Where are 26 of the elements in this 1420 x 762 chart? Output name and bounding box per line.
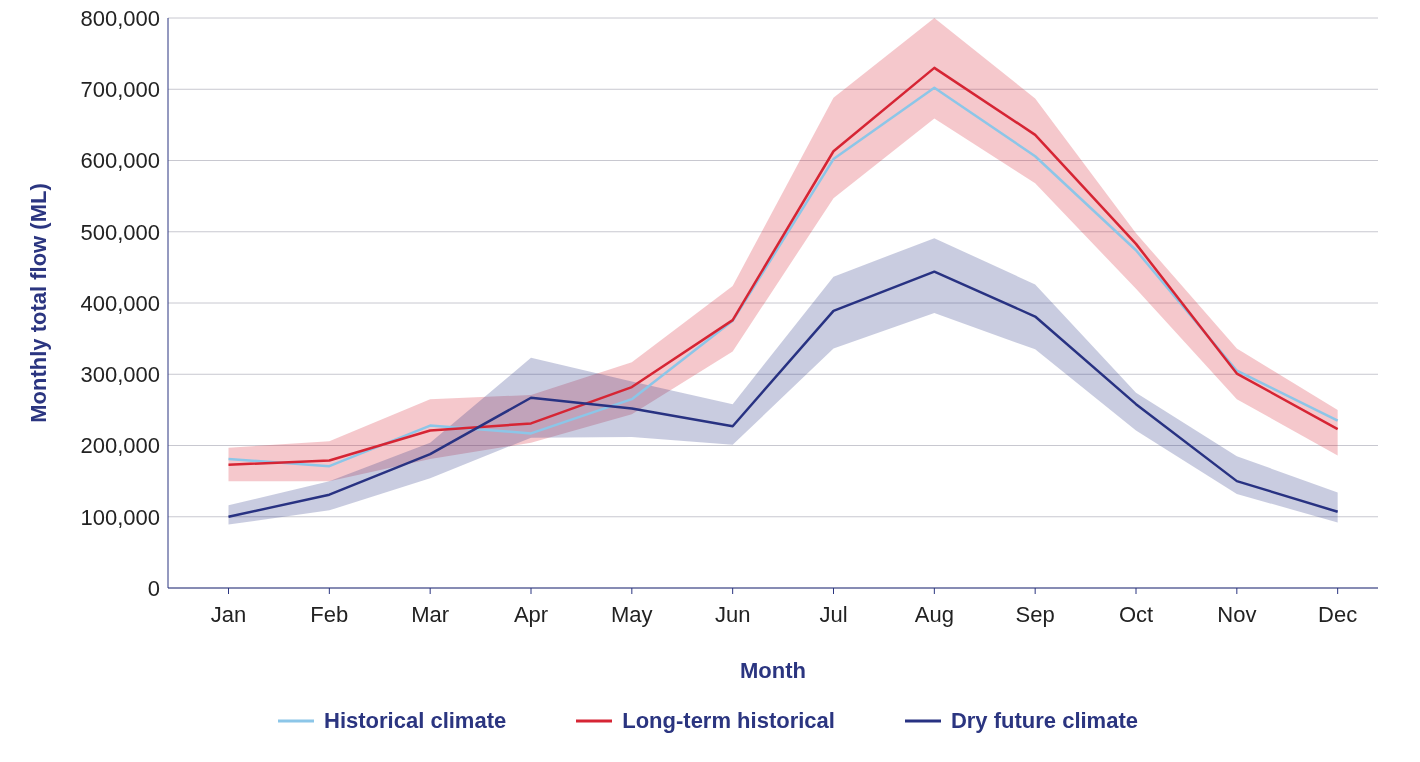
legend-label: Dry future climate bbox=[950, 708, 1138, 734]
legend-label: Long-term historical bbox=[622, 708, 835, 734]
x-tick-label: Jul bbox=[819, 601, 848, 627]
y-axis-title: Monthly total flow (ML) bbox=[25, 183, 51, 423]
y-tick-label: 200,000 bbox=[80, 433, 160, 459]
x-tick-label: Jan bbox=[210, 601, 247, 627]
y-tick-label: 400,000 bbox=[80, 290, 160, 316]
y-tick-label: 100,000 bbox=[80, 504, 160, 530]
x-tick-label: Oct bbox=[1118, 601, 1154, 627]
x-tick-label: Aug bbox=[914, 601, 954, 627]
legend-label: Historical climate bbox=[324, 708, 507, 734]
x-tick-label: Apr bbox=[513, 601, 549, 627]
x-axis-title: Month bbox=[740, 658, 806, 683]
y-tick-label: 700,000 bbox=[80, 77, 160, 103]
x-tick-label: Mar bbox=[411, 601, 450, 627]
x-tick-label: Jun bbox=[714, 601, 751, 627]
y-tick-label: 0 bbox=[147, 575, 160, 601]
y-tick-label: 600,000 bbox=[80, 148, 160, 174]
x-tick-label: Feb bbox=[310, 601, 349, 627]
y-tick-label: 800,000 bbox=[80, 5, 160, 31]
x-tick-label: Sep bbox=[1015, 601, 1055, 627]
x-tick-label: Dec bbox=[1318, 601, 1358, 627]
y-tick-label: 500,000 bbox=[80, 219, 160, 245]
x-tick-label: Nov bbox=[1217, 601, 1257, 627]
x-tick-label: May bbox=[611, 601, 653, 627]
y-tick-label: 300,000 bbox=[80, 362, 160, 388]
